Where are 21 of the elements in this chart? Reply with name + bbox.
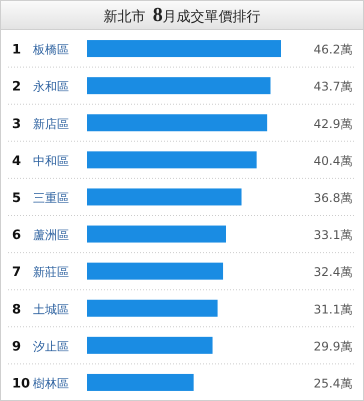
- category: 5 三重區: [12, 190, 69, 206]
- category: 9 汐止區: [12, 339, 69, 354]
- value-label: 25.4萬: [314, 376, 352, 390]
- value-label: 31.1萬: [314, 302, 352, 316]
- value-label: 40.4萬: [314, 154, 352, 168]
- value-label: 43.7萬: [314, 80, 352, 94]
- category: 10 樹林區: [12, 376, 69, 392]
- category: 1 板橋區: [12, 42, 69, 58]
- category: 6 蘆洲區: [12, 228, 69, 244]
- value-label: 46.2萬: [314, 42, 352, 57]
- category: 3 新店區: [12, 116, 69, 132]
- category: 2 永和區: [12, 80, 69, 95]
- value-label: 32.4萬: [314, 265, 352, 280]
- title: 新北市 8月成交單價排行: [103, 4, 261, 26]
- category: 4 中和區: [12, 154, 69, 169]
- value-label: 36.8萬: [314, 190, 352, 205]
- value-label: 33.1萬: [314, 228, 352, 242]
- category: 7 新莊區: [12, 265, 69, 280]
- category: 8 土城區: [12, 302, 69, 318]
- value-label: 42.9萬: [314, 116, 352, 131]
- value-label: 29.9萬: [314, 339, 352, 354]
